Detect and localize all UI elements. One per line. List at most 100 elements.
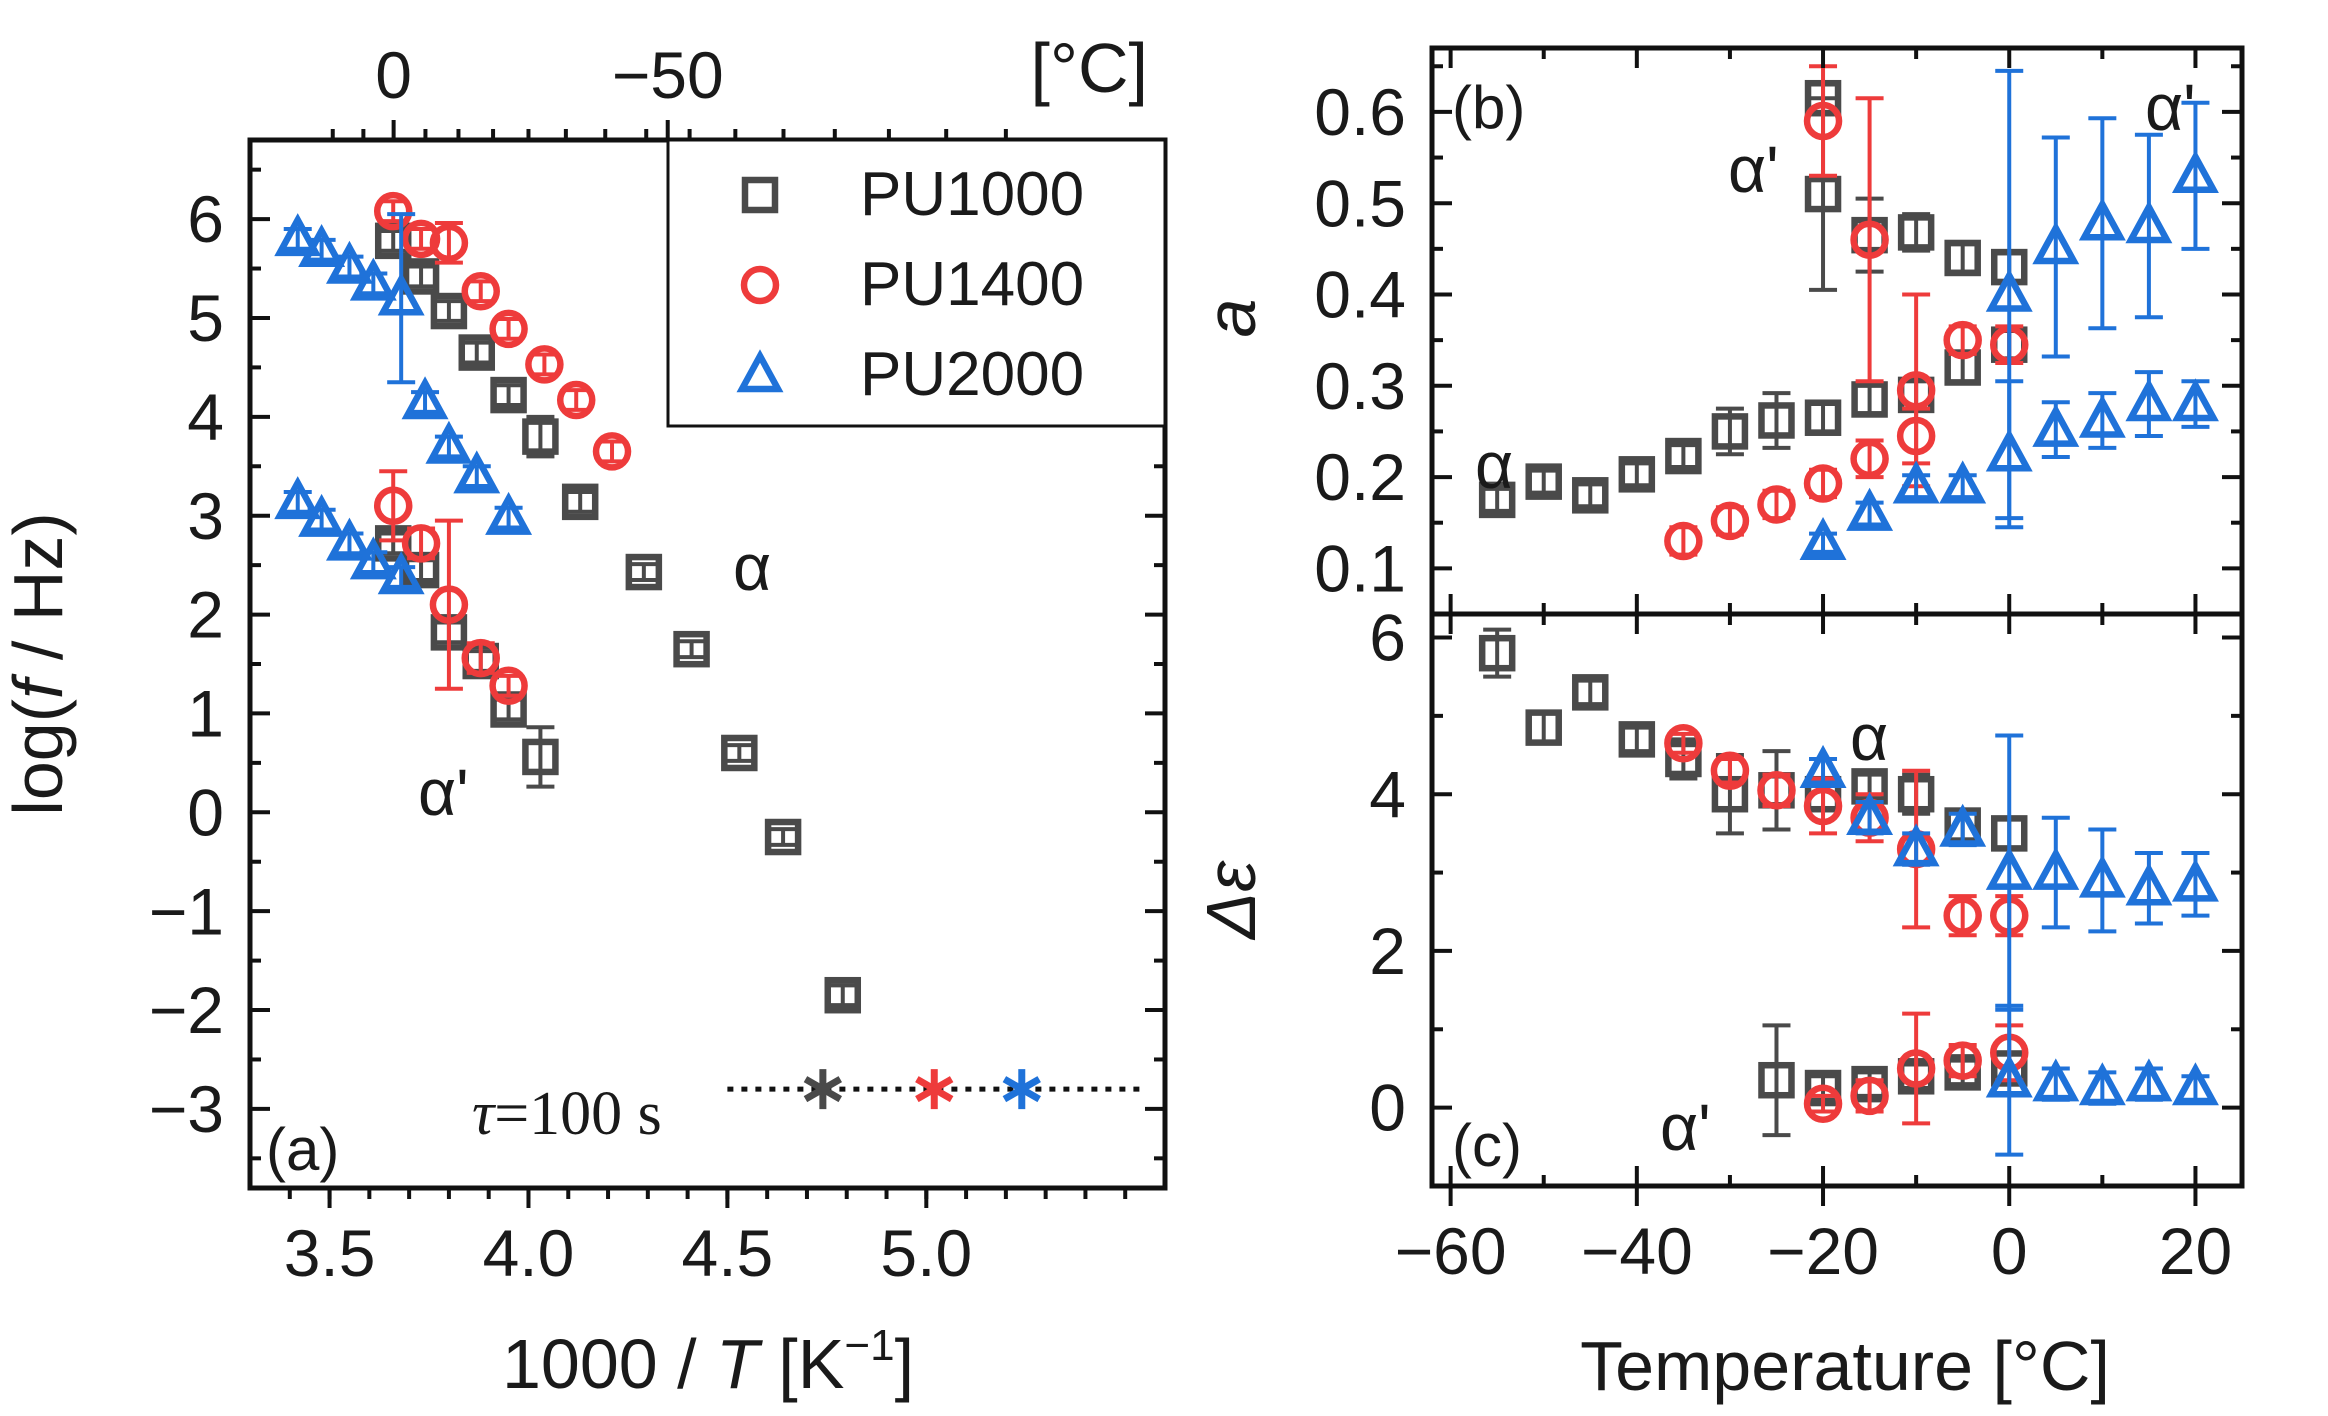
a-pu2000-alpha-8-point <box>485 491 533 535</box>
c-pu2000-alpha-2-point <box>1892 823 1940 867</box>
c-pu2000-alpha-5-point <box>2032 846 2080 890</box>
c-ytick-label: 0 <box>1369 1071 1406 1145</box>
c-ytick-label: 2 <box>1369 914 1406 988</box>
a-pu2000-alpha-5-point <box>401 376 449 420</box>
b-pu2000-alpha-8-point <box>2171 378 2219 422</box>
a-pu1400-alpha-5-point <box>525 345 564 384</box>
b-pu1000-alpha-6-point <box>1758 402 1795 439</box>
a-pu1000-alpha-2-point <box>430 292 468 330</box>
a-ytick-label: 6 <box>187 182 224 256</box>
c-xtick-label: 20 <box>2159 1214 2232 1288</box>
a-pu1400-alpha-6-point <box>556 380 596 420</box>
b-pu2000-alpha_prime-2-point <box>2078 197 2126 241</box>
b-ytick-label: 0.2 <box>1314 440 1406 514</box>
a-pu2000-alpha_prime-3-point <box>349 536 397 580</box>
x-axis-title-a: 1000 / T [K−1] <box>502 1321 914 1403</box>
a-pu1000-alpha_prime-5-point <box>522 738 559 776</box>
c-xtick-label: −40 <box>1581 1214 1693 1288</box>
panel-b-data <box>1478 64 2219 561</box>
b-pu2000-alpha-0-point <box>1799 517 1847 561</box>
a-pu1000-alpha-1-point <box>402 258 440 295</box>
a-ytick-label: 5 <box>187 281 224 355</box>
c-pu1400-alpha-2-point <box>1757 771 1796 810</box>
c-pu1000-alpha_prime-0-point <box>1758 1061 1795 1099</box>
b-pu1000-alpha_prime-4-point <box>1944 239 1981 277</box>
y-title-a-suffix: / Hz) <box>0 512 77 679</box>
x-title-a-close: ] <box>895 1325 914 1403</box>
tau-star-stroke <box>915 1076 954 1103</box>
a-pu2000-alpha-6-point <box>425 420 473 464</box>
c-xtick-label: −60 <box>1395 1214 1507 1288</box>
c-pu1400-alpha_prime-0-point <box>1803 1084 1843 1123</box>
a-pu2000-alpha-3-point <box>349 257 397 301</box>
b-pu1000-alpha-3-point <box>1618 456 1656 493</box>
c-pu1400-alpha-6-point <box>1943 896 1982 935</box>
c-pu2000-alpha-8-point <box>2171 858 2219 902</box>
c-pu2000-alpha_prime-1-point <box>2032 1058 2080 1102</box>
a-pu2000-alpha-2-point <box>325 240 373 284</box>
c-pu1400-alpha_prime-2-point <box>1896 1049 1936 1088</box>
x-title-a-exp: −1 <box>844 1321 894 1370</box>
a-pu1000-alpha-7-point <box>625 553 663 591</box>
y-title-a-prefix: log( <box>0 699 77 816</box>
panel-c-relaxation-strength: 0 2 4 6 −60 −40 −20 0 20 (c) α α' Δε Temperature… <box>1192 601 2245 1405</box>
a-pu1000-alpha-4-point <box>490 376 527 414</box>
panel-label-c: (c) <box>1452 1112 1522 1179</box>
tau-label: τ=100 s <box>472 1080 662 1148</box>
tau-star-stroke <box>803 1076 843 1103</box>
b-pu1400-alpha-0-point <box>1664 521 1703 561</box>
c-pu2000-alpha_prime-4-point <box>2171 1062 2219 1106</box>
c-pu1400-alpha_prime-1-point <box>1850 1076 1889 1116</box>
c-pu2000-alpha-3-point <box>1939 803 1987 847</box>
b-pu1000-alpha-7-point <box>1804 399 1842 436</box>
b-pu1000-alpha_prime-3-point <box>1897 214 1935 251</box>
a-xtick-label: 4.0 <box>483 1216 575 1290</box>
panel-c-data <box>1478 627 2219 1157</box>
a-pu2000-alpha_prime-2-point <box>325 517 373 561</box>
panel-a-axes: −3 −2 −1 0 1 2 3 4 5 6 3.5 4.0 4.5 5.0 0 −50 <box>149 38 1165 1290</box>
a-pu1000-alpha-8-point <box>673 630 710 668</box>
a-pu1000-alpha-10-point <box>764 818 802 856</box>
b-pu2000-alpha-5-point <box>2032 403 2080 447</box>
a-ytick-label: 3 <box>187 479 224 553</box>
panel-label-b: (b) <box>1452 74 1525 141</box>
y-axis-title-c: Δε <box>1192 860 1270 941</box>
a-ytick-label: 4 <box>187 380 224 454</box>
a-pu2000-alpha_prime-1-point <box>298 493 346 537</box>
b-pu2000-alpha_prime-0-point <box>1985 268 2033 312</box>
a-pu1000-alpha-6-point <box>561 483 599 521</box>
y-axis-title-b: a <box>1192 299 1270 338</box>
b-pu1000-alpha-2-point <box>1572 477 1609 514</box>
c-xtick-label: 0 <box>1991 1214 2028 1288</box>
b-pu1400-alpha_prime-2-point <box>1896 371 1936 410</box>
a-pu1400-alpha-2-point <box>429 223 469 263</box>
tau-star-pu1000 <box>803 1069 843 1110</box>
a-xtick-label: 4.5 <box>682 1216 774 1290</box>
c-pu2000-alpha-4-point <box>1985 846 2033 890</box>
annotation-alpha-prime-c: α' <box>1660 1090 1711 1164</box>
tau-star-stroke <box>1002 1076 1041 1103</box>
annotation-alpha-prime-a: α' <box>418 755 469 829</box>
panel-label-a: (a) <box>266 1116 339 1183</box>
a-pu1000-alpha-3-point <box>458 334 496 371</box>
a-pu1400-alpha_prime-0-point <box>373 486 413 526</box>
x-axis-title-c: Temperature [°C] <box>1580 1327 2110 1405</box>
c-pu2000-alpha_prime-0-point <box>1985 1054 2033 1098</box>
c-pu1000-alpha-2-point <box>1572 674 1609 711</box>
b-pu1000-alpha-8-point <box>1851 381 1888 418</box>
c-pu1000-alpha-3-point <box>1618 721 1656 758</box>
b-pu1400-alpha-4-point <box>1850 439 1889 479</box>
a-xtick-label: 5.0 <box>880 1216 972 1290</box>
c-ytick-label: 6 <box>1369 601 1406 675</box>
b-pu2000-alpha-2-point <box>1892 460 1940 504</box>
c-pu1400-alpha-0-point <box>1664 724 1703 763</box>
b-pu2000-alpha_prime-4-point <box>2171 150 2219 194</box>
c-xtick-label: −20 <box>1767 1214 1879 1288</box>
panel-a-data <box>274 191 1146 1110</box>
b-ytick-label: 0.3 <box>1314 349 1406 423</box>
c-pu1400-alpha-3-point <box>1803 786 1843 826</box>
annotation-alpha-prime-b-left: α' <box>1728 132 1779 206</box>
annotation-alpha-prime-b-right: α' <box>2145 70 2196 144</box>
b-pu2000-alpha-1-point <box>1846 487 1894 531</box>
